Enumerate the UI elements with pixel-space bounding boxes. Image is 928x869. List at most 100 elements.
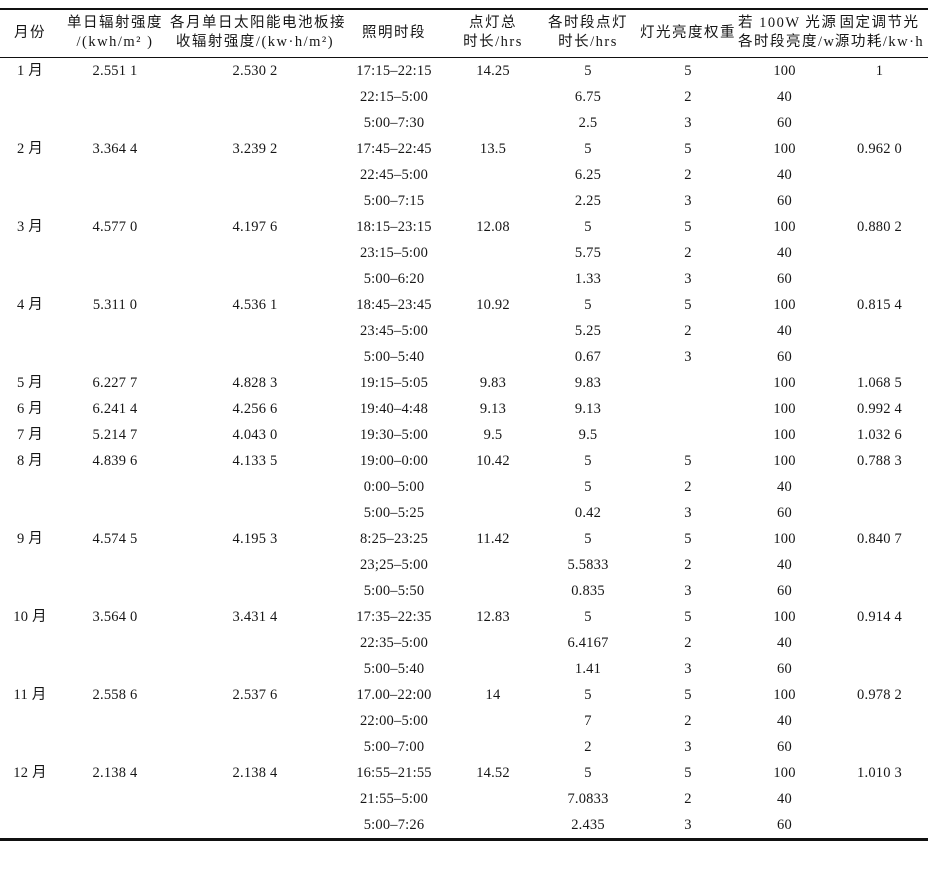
- header-line: 若 100W 光源: [738, 15, 838, 31]
- cell-period-time: 22:45–5:00: [359, 167, 429, 183]
- cell-period-hours: 6.4167: [567, 635, 609, 651]
- cell-brightness: 100: [773, 63, 796, 79]
- cell-period-hours: 7.0833: [567, 791, 609, 807]
- cell-brightness: 60: [777, 817, 792, 833]
- table-body: 1 月 2.551 1 2.530 2 17:15–22:15 14.25 5 5 100 1 2…: [0, 58, 928, 840]
- cell-month: 9 月: [17, 531, 43, 547]
- cell-brightness-weight: 5: [684, 765, 692, 781]
- cell-brightness: 60: [777, 193, 792, 209]
- cell-daily-radiation: 6.241 4: [92, 401, 138, 417]
- cell-brightness-weight: 5: [684, 219, 692, 235]
- table-row: 5:00–5:25 0.42 3 60: [0, 500, 928, 526]
- header-line: 源功耗/kw·h: [834, 34, 925, 50]
- table-row: 22:15–5:00 6.75 2 40: [0, 84, 928, 110]
- cell-period-time: 23;25–5:00: [359, 557, 429, 573]
- cell-brightness-weight: 2: [684, 557, 692, 573]
- cell-panel-radiation: 2.530 2: [232, 63, 278, 79]
- header-line: 各月单日太阳能电池板接: [170, 15, 346, 31]
- table-row: 5:00–7:15 2.25 3 60: [0, 188, 928, 214]
- table-row: 2 月 3.364 4 3.239 2 17:45–22:45 13.5 5 5 100 0.9…: [0, 136, 928, 162]
- cell-daily-radiation: 3.564 0: [92, 609, 138, 625]
- cell-month: 7 月: [17, 427, 43, 443]
- cell-period-hours: 5: [584, 63, 592, 79]
- header-line: 收辐射强度/(kw·h/m²): [175, 34, 335, 50]
- cell-period-time: 17:45–22:45: [356, 141, 432, 157]
- cell-daily-radiation: 5.214 7: [92, 427, 138, 443]
- cell-brightness: 60: [777, 271, 792, 287]
- cell-brightness-weight: 3: [684, 505, 692, 521]
- cell-period-time: 16:55–21:55: [356, 765, 432, 781]
- table-row: 5:00–5:50 0.835 3 60: [0, 578, 928, 604]
- cell-period-hours: 5: [584, 765, 592, 781]
- cell-period-hours: 5: [584, 453, 592, 469]
- cell-brightness: 60: [777, 115, 792, 131]
- cell-period-time: 5:00–7:30: [363, 115, 425, 131]
- cell-panel-radiation: 2.537 6: [232, 687, 278, 703]
- table-row: 23:45–5:00 5.25 2 40: [0, 318, 928, 344]
- cell-period-hours: 2.25: [574, 193, 602, 209]
- cell-month: 11 月: [13, 687, 47, 703]
- col-header-brightness-weight: 灯光亮度权重: [638, 9, 738, 58]
- col-header-month: 月份: [0, 9, 60, 58]
- cell-daily-radiation: 2.138 4: [92, 765, 138, 781]
- cell-total-hours: 14: [485, 687, 501, 703]
- cell-period-time: 19:00–0:00: [359, 453, 429, 469]
- cell-brightness-weight: 5: [684, 453, 692, 469]
- cell-period-time: 5:00–6:20: [363, 271, 425, 287]
- cell-total-hours: 14.25: [476, 63, 510, 79]
- header-line: 时长/hrs: [558, 34, 618, 50]
- table-row: 6 月 6.241 4 4.256 6 19:40–4:48 9.13 9.13 100 0.…: [0, 396, 928, 422]
- cell-period-time: 18:45–23:45: [356, 297, 432, 313]
- cell-total-hours: 9.83: [479, 375, 507, 391]
- cell-brightness-weight: 5: [684, 297, 692, 313]
- cell-daily-radiation: 4.839 6: [92, 453, 138, 469]
- table-row: 23:15–5:00 5.75 2 40: [0, 240, 928, 266]
- cell-period-hours: 5: [584, 141, 592, 157]
- cell-brightness: 60: [777, 661, 792, 677]
- header-line: 各时段点灯: [548, 15, 628, 31]
- table-row: 5:00–6:20 1.33 3 60: [0, 266, 928, 292]
- cell-brightness: 100: [773, 453, 796, 469]
- cell-fixed-power: 0.962 0: [857, 141, 902, 157]
- cell-daily-radiation: 4.574 5: [92, 531, 138, 547]
- cell-total-hours: 10.42: [476, 453, 510, 469]
- cell-brightness-weight: 3: [684, 193, 692, 209]
- cell-brightness: 100: [773, 531, 796, 547]
- cell-panel-radiation: 4.195 3: [232, 531, 278, 547]
- cell-daily-radiation: 4.577 0: [92, 219, 138, 235]
- cell-period-hours: 5: [584, 479, 592, 495]
- cell-panel-radiation: 4.043 0: [232, 427, 278, 443]
- header-line: 固定调节光: [839, 15, 920, 31]
- table-row: 11 月 2.558 6 2.537 6 17.00–22:00 14 5 5 100 0.97…: [0, 682, 928, 708]
- cell-period-time: 22:35–5:00: [359, 635, 429, 651]
- cell-total-hours: 13.5: [479, 141, 507, 157]
- cell-brightness: 100: [773, 609, 796, 625]
- cell-period-time: 17.00–22:00: [356, 687, 432, 703]
- cell-brightness: 60: [777, 505, 792, 521]
- cell-period-time: 19:40–4:48: [359, 401, 429, 417]
- table-row: 5:00–7:00 2 3 60: [0, 734, 928, 760]
- table-row: 23;25–5:00 5.5833 2 40: [0, 552, 928, 578]
- cell-period-hours: 7: [584, 713, 592, 729]
- cell-daily-radiation: 5.311 0: [92, 297, 138, 313]
- cell-brightness: 40: [777, 713, 792, 729]
- cell-fixed-power: 1.010 3: [857, 765, 902, 781]
- header-line: 月份: [14, 24, 46, 41]
- cell-brightness-weight: 3: [684, 661, 692, 677]
- cell-brightness-weight: 3: [684, 115, 692, 131]
- cell-period-hours: 9.5: [578, 427, 598, 443]
- cell-brightness-weight: [638, 396, 738, 422]
- cell-period-time: 17:15–22:15: [356, 63, 432, 79]
- cell-period-hours: 5.25: [574, 323, 602, 339]
- cell-period-hours: 6.25: [574, 167, 602, 183]
- table-row: 0:00–5:00 5 2 40: [0, 474, 928, 500]
- cell-fixed-power: 1.068 5: [857, 375, 902, 391]
- cell-period-hours: 5.5833: [567, 557, 609, 573]
- cell-period-time: 5:00–5:25: [363, 505, 425, 521]
- cell-brightness: 40: [777, 89, 792, 105]
- cell-total-hours: 10.92: [476, 297, 510, 313]
- cell-period-time: 8:25–23:25: [359, 531, 429, 547]
- cell-total-hours: 12.08: [476, 219, 510, 235]
- table-row: 10 月 3.564 0 3.431 4 17:35–22:35 12.83 5 5 100 0…: [0, 604, 928, 630]
- cell-brightness-weight: 3: [684, 271, 692, 287]
